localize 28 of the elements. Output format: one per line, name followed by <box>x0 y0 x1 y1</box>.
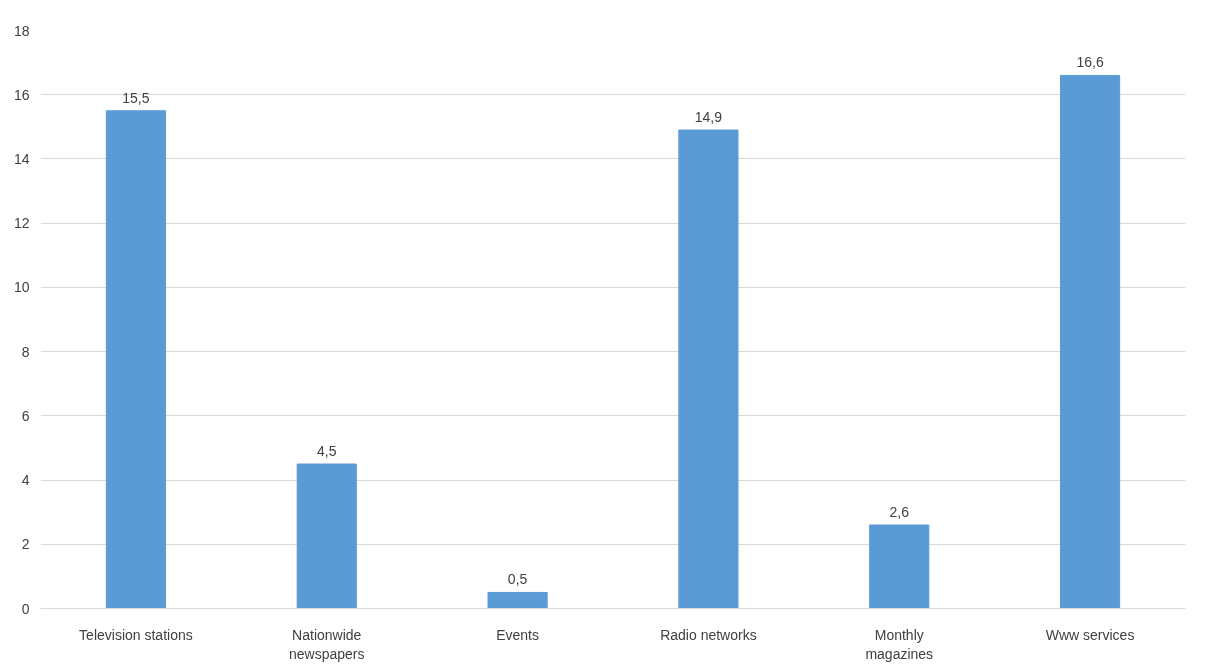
data-label: 2,6 <box>889 504 910 521</box>
data-label: 15,5 <box>122 89 150 106</box>
bar <box>105 110 166 609</box>
bar <box>678 129 739 609</box>
data-label: 4,5 <box>317 443 337 459</box>
y-tick-label: 6 <box>21 407 30 424</box>
x-tick-label: Www services <box>1045 626 1135 643</box>
y-tick-label: 0 <box>21 600 30 617</box>
x-tick-label: Radio networks <box>660 626 757 643</box>
data-label: 14,9 <box>694 109 723 126</box>
bar <box>487 591 548 609</box>
bar <box>1060 74 1121 609</box>
data-label: 16,6 <box>1076 54 1104 71</box>
y-tick-label: 16 <box>13 86 30 103</box>
x-tick-label: Events <box>496 626 539 643</box>
x-tick-label: Monthly magazines <box>865 626 934 662</box>
y-tick-label: 10 <box>13 279 30 296</box>
y-tick-label: 14 <box>13 150 30 167</box>
y-tick-label: 12 <box>13 215 30 232</box>
y-tick-label: 18 <box>13 22 30 39</box>
x-tick-label: Television stations <box>79 626 193 643</box>
bar <box>869 524 930 609</box>
bar <box>296 463 357 609</box>
y-tick-label: 8 <box>21 343 30 360</box>
data-label: 0,5 <box>507 571 528 588</box>
y-tick-label: 2 <box>21 536 30 553</box>
x-tick-label: Nationwide newspapers <box>289 626 365 662</box>
y-tick-label: 4 <box>21 472 30 489</box>
